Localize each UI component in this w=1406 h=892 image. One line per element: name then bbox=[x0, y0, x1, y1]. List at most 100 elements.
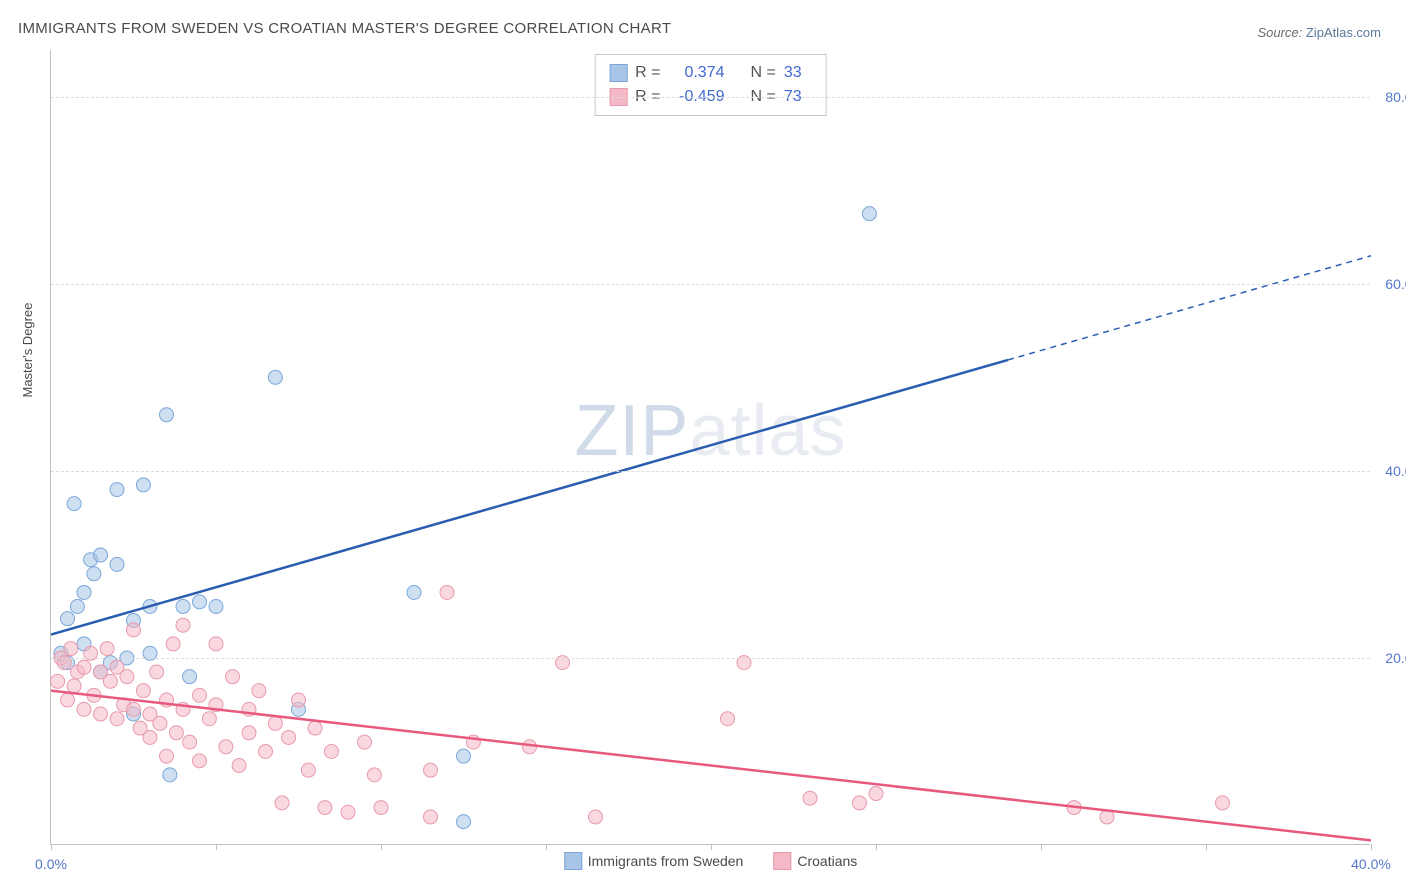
data-point bbox=[110, 712, 124, 726]
data-point bbox=[110, 483, 124, 497]
source-attribution: Source: ZipAtlas.com bbox=[1257, 25, 1381, 40]
x-tick bbox=[1206, 844, 1207, 850]
data-point bbox=[94, 548, 108, 562]
data-point bbox=[358, 735, 372, 749]
data-point bbox=[301, 763, 315, 777]
data-point bbox=[193, 688, 207, 702]
x-tick bbox=[51, 844, 52, 850]
x-tick bbox=[711, 844, 712, 850]
data-point bbox=[169, 726, 183, 740]
data-point bbox=[803, 791, 817, 805]
data-point bbox=[64, 642, 78, 656]
y-tick-label: 80.0% bbox=[1385, 89, 1406, 105]
data-point bbox=[127, 623, 141, 637]
x-tick bbox=[1041, 844, 1042, 850]
legend-item-2: Croatians bbox=[773, 852, 857, 870]
x-tick bbox=[381, 844, 382, 850]
data-point bbox=[160, 408, 174, 422]
legend-swatch-1 bbox=[564, 852, 582, 870]
data-point bbox=[721, 712, 735, 726]
data-point bbox=[77, 660, 91, 674]
data-point bbox=[232, 759, 246, 773]
data-point bbox=[1216, 796, 1230, 810]
data-point bbox=[457, 749, 471, 763]
data-point bbox=[67, 497, 81, 511]
source-link[interactable]: ZipAtlas.com bbox=[1306, 25, 1381, 40]
data-point bbox=[282, 730, 296, 744]
data-point bbox=[424, 810, 438, 824]
x-tick-label: 0.0% bbox=[35, 856, 67, 872]
data-point bbox=[176, 618, 190, 632]
plot-area: ZIPatlas R = 0.374 N = 33 R = -0.459 N =… bbox=[50, 50, 1370, 845]
data-point bbox=[103, 674, 117, 688]
x-tick bbox=[1371, 844, 1372, 850]
data-point bbox=[268, 370, 282, 384]
data-point bbox=[100, 642, 114, 656]
data-point bbox=[127, 702, 141, 716]
data-point bbox=[259, 744, 273, 758]
data-point bbox=[341, 805, 355, 819]
data-point bbox=[325, 744, 339, 758]
data-point bbox=[268, 716, 282, 730]
data-point bbox=[407, 585, 421, 599]
data-point bbox=[193, 595, 207, 609]
data-point bbox=[275, 796, 289, 810]
regression-line bbox=[51, 691, 1371, 841]
legend-label-2: Croatians bbox=[797, 853, 857, 869]
legend-label-1: Immigrants from Sweden bbox=[588, 853, 744, 869]
data-point bbox=[523, 740, 537, 754]
data-point bbox=[143, 730, 157, 744]
data-point bbox=[136, 684, 150, 698]
legend-item-1: Immigrants from Sweden bbox=[564, 852, 744, 870]
data-point bbox=[136, 478, 150, 492]
data-point bbox=[183, 670, 197, 684]
y-tick-label: 40.0% bbox=[1385, 463, 1406, 479]
grid-line bbox=[51, 97, 1370, 98]
data-point bbox=[183, 735, 197, 749]
data-point bbox=[589, 810, 603, 824]
data-point bbox=[374, 801, 388, 815]
y-tick-label: 60.0% bbox=[1385, 276, 1406, 292]
y-axis-label: Master's Degree bbox=[20, 303, 35, 398]
data-point bbox=[292, 693, 306, 707]
x-tick bbox=[546, 844, 547, 850]
data-point bbox=[70, 600, 84, 614]
data-point bbox=[219, 740, 233, 754]
data-point bbox=[209, 637, 223, 651]
legend-swatch-2 bbox=[773, 852, 791, 870]
data-point bbox=[150, 665, 164, 679]
x-tick-label: 40.0% bbox=[1351, 856, 1391, 872]
grid-line bbox=[51, 471, 1370, 472]
data-point bbox=[252, 684, 266, 698]
data-point bbox=[160, 749, 174, 763]
data-point bbox=[853, 796, 867, 810]
data-point bbox=[424, 763, 438, 777]
data-point bbox=[226, 670, 240, 684]
data-point bbox=[242, 726, 256, 740]
data-point bbox=[87, 567, 101, 581]
data-point bbox=[862, 207, 876, 221]
data-point bbox=[120, 670, 134, 684]
data-point bbox=[209, 600, 223, 614]
regression-line bbox=[51, 360, 1008, 635]
data-point bbox=[153, 716, 167, 730]
data-point bbox=[51, 674, 65, 688]
data-point bbox=[193, 754, 207, 768]
data-point bbox=[94, 707, 108, 721]
data-point bbox=[457, 815, 471, 829]
regression-line-extrapolated bbox=[1008, 256, 1371, 360]
data-point bbox=[61, 612, 75, 626]
grid-line bbox=[51, 284, 1370, 285]
source-prefix: Source: bbox=[1257, 25, 1305, 40]
data-point bbox=[176, 600, 190, 614]
data-point bbox=[67, 679, 81, 693]
y-tick-label: 20.0% bbox=[1385, 650, 1406, 666]
data-point bbox=[308, 721, 322, 735]
grid-line bbox=[51, 658, 1370, 659]
data-point bbox=[367, 768, 381, 782]
data-point bbox=[166, 637, 180, 651]
data-point bbox=[110, 557, 124, 571]
plot-svg bbox=[51, 50, 1370, 844]
data-point bbox=[163, 768, 177, 782]
data-point bbox=[202, 712, 216, 726]
